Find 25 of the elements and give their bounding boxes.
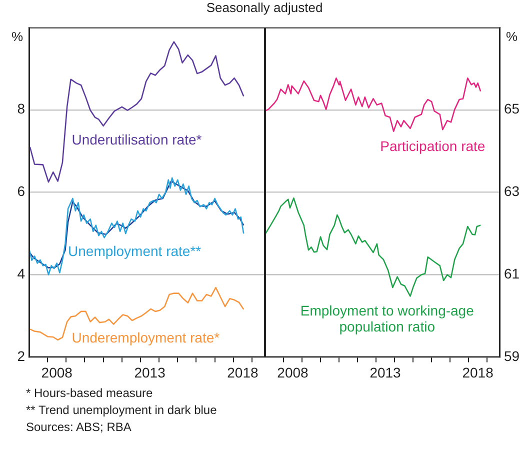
x-tick-label: 2008: [41, 364, 73, 380]
y-tick-label: 63: [504, 183, 520, 200]
y-tick-label: 61: [504, 266, 520, 282]
series-label: Participation rate: [380, 138, 486, 154]
series-label: Underutilisation rate*: [72, 132, 202, 148]
y-axis-title: %: [11, 28, 24, 44]
series-label: Underemployment rate*: [72, 330, 220, 346]
text: ** Trend unemployment in dark blue: [26, 402, 218, 419]
x-tick-label: 2018: [462, 364, 494, 380]
x-tick-label: 2018: [227, 364, 258, 380]
text: * Hours-based measure: [26, 385, 154, 402]
chart-title: Seasonally adjusted: [205, 0, 324, 15]
y-tick-label: 59: [504, 348, 520, 364]
y-tick-label: 65: [504, 100, 520, 117]
series-label: Unemployment rate**: [68, 242, 202, 259]
y-tick-label: 4: [17, 266, 26, 282]
y-tick-label: 2: [17, 348, 26, 364]
y-tick-label: 8: [17, 100, 26, 117]
x-tick-label: 2013: [370, 364, 402, 380]
source-note: Sources: ABS; RBA: [26, 419, 132, 436]
y-axis-title: %: [506, 28, 518, 44]
x-tick-label: 2008: [277, 364, 309, 380]
y-tick-label: 6: [17, 183, 26, 200]
text: Employment to working-age population ratio: [300, 302, 474, 335]
x-tick-label: 2013: [134, 364, 166, 380]
